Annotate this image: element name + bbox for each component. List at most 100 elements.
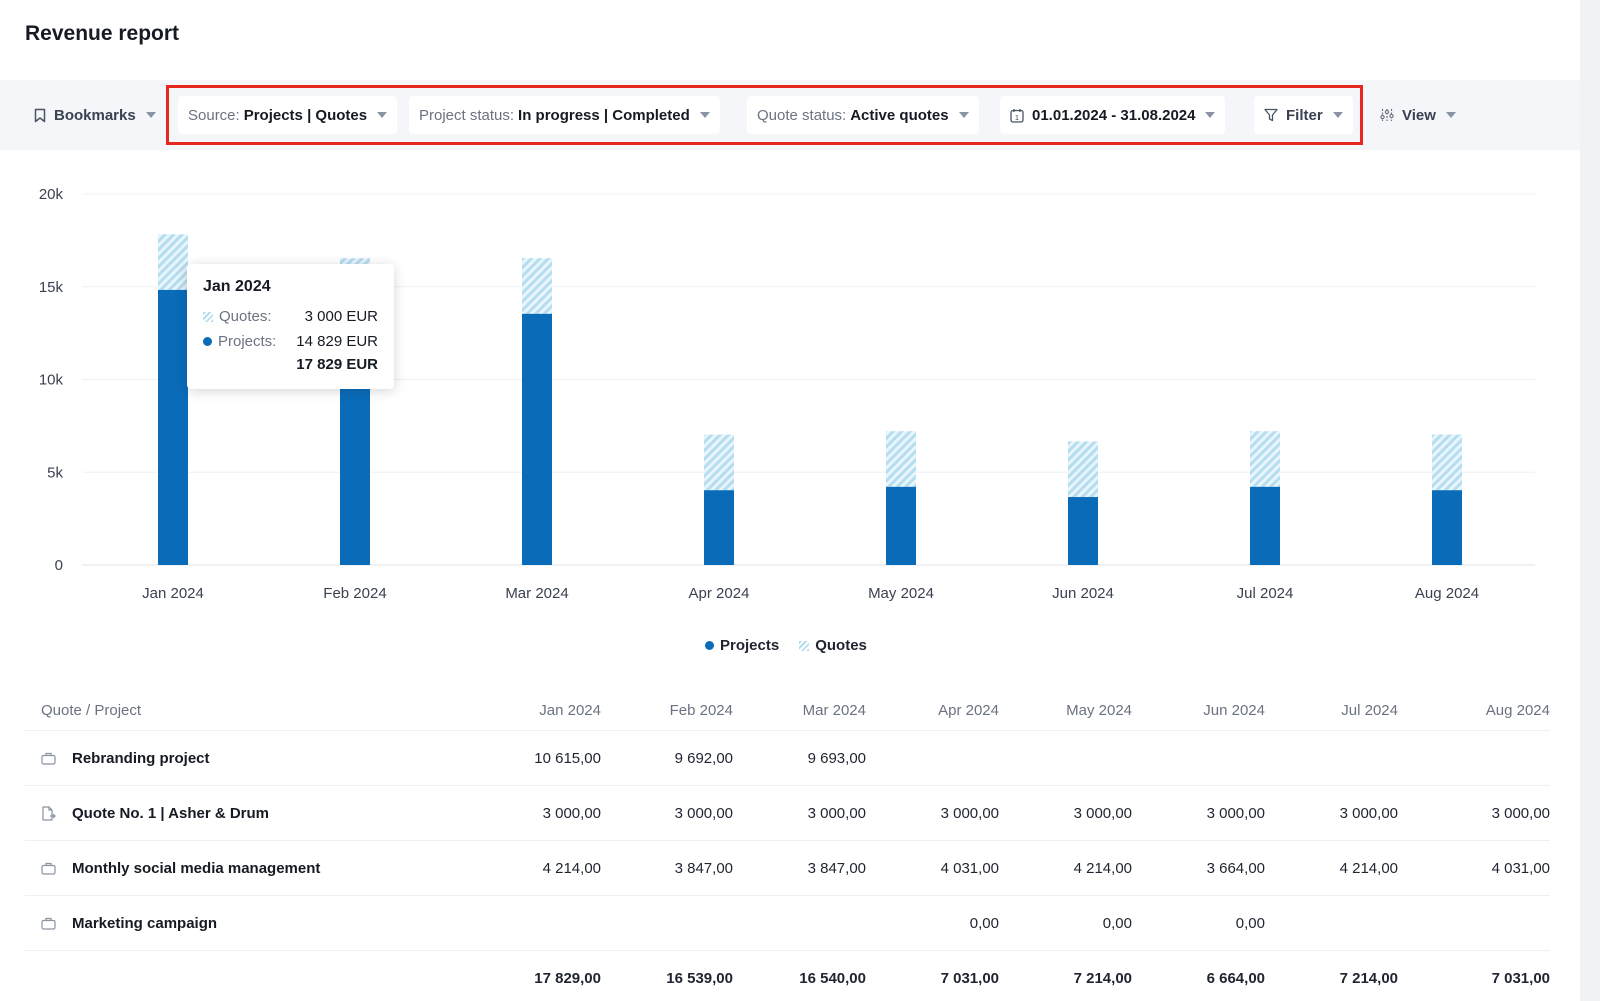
- header-month: May 2024: [1066, 701, 1132, 719]
- quotes-swatch-icon: [799, 640, 810, 651]
- row-name-cell[interactable]: Monthly social media management: [41, 841, 320, 895]
- header-month: Apr 2024: [938, 701, 999, 719]
- tooltip-quotes-value: 3 000 EUR: [304, 308, 378, 325]
- row-value-cell: 3 664,00: [1206, 859, 1265, 877]
- x-tick-label: Apr 2024: [689, 585, 750, 602]
- bar-quotes[interactable]: [522, 258, 552, 314]
- x-tick-label: Jun 2024: [1052, 585, 1114, 602]
- row-value-cell: 4 031,00: [940, 859, 999, 877]
- tooltip-quotes-label: Quotes:: [219, 308, 272, 325]
- row-value-cell: [481, 896, 601, 950]
- bar-projects[interactable]: [704, 490, 734, 565]
- row-value-cell: 9 692,00: [674, 749, 733, 767]
- row-value-cell: 9 693,00: [807, 749, 866, 767]
- header-month: Jul 2024: [1341, 701, 1398, 719]
- tooltip-total: 17 829 EUR: [296, 356, 378, 373]
- bookmark-icon: [34, 108, 46, 123]
- header-month: Jan 2024: [539, 701, 601, 719]
- row-value-cell: 4 214,00: [1073, 859, 1132, 877]
- bar-quotes[interactable]: [158, 234, 188, 290]
- chart-tooltip: Jan 2024 Quotes: 3 000 EUR Projects: 14 …: [187, 264, 394, 389]
- date-range-picker[interactable]: 1 01.01.2024 - 31.08.2024: [1000, 96, 1226, 134]
- view-label: View: [1402, 106, 1436, 124]
- bar-quotes[interactable]: [1432, 434, 1462, 491]
- row-value-cell: 3 000,00: [1339, 804, 1398, 822]
- header-month: Feb 2024: [669, 701, 733, 719]
- bar-projects[interactable]: [522, 313, 552, 565]
- row-value-cell: [1430, 896, 1550, 950]
- total-value-cell: 17 829,00: [534, 969, 601, 987]
- legend-item-projects[interactable]: Projects: [705, 637, 779, 654]
- chevron-down-icon: [145, 112, 156, 118]
- filter-label: Filter: [1286, 106, 1323, 124]
- bar-projects[interactable]: [886, 486, 916, 565]
- y-tick-label: 15k: [39, 279, 64, 296]
- bar-projects[interactable]: [158, 289, 188, 565]
- row-value-cell: 3 000,00: [674, 804, 733, 822]
- row-name-cell[interactable]: Rebranding project: [41, 731, 210, 785]
- y-tick-label: 0: [55, 557, 63, 574]
- quotes-swatch-icon: [203, 311, 213, 322]
- row-value-cell: 10 615,00: [534, 749, 601, 767]
- table-row[interactable]: Monthly social media management 4 214,00 3…: [25, 840, 1550, 895]
- x-tick-label: Jan 2024: [142, 585, 204, 602]
- row-value-cell: 0,00: [1102, 914, 1132, 932]
- x-tick-label: Feb 2024: [323, 585, 386, 602]
- revenue-bar-chart: 0 5k 10k 15k 20k Jan 2024 Feb 2024 Mar 2024 Apr …: [39, 186, 1535, 602]
- bookmarks-button[interactable]: Bookmarks: [34, 96, 156, 134]
- x-tick-label: Jul 2024: [1237, 585, 1294, 602]
- row-value-cell: 4 214,00: [542, 859, 601, 877]
- row-value-cell: [746, 896, 866, 950]
- row-value-cell: 3 000,00: [1491, 804, 1550, 822]
- table-row[interactable]: Quote No. 1 | Asher & Drum 3 000,00 3 000,…: [25, 785, 1550, 840]
- project-status-filter-chip[interactable]: Project status: In progress | Completed: [409, 96, 720, 134]
- bar-quotes[interactable]: [1068, 441, 1098, 498]
- row-value-cell: 3 000,00: [542, 804, 601, 822]
- date-range-value: 01.01.2024 - 31.08.2024: [1032, 106, 1196, 124]
- x-tick-label: Mar 2024: [505, 585, 568, 602]
- chevron-down-icon: [377, 112, 388, 118]
- row-value-cell: [1145, 731, 1265, 785]
- chevron-down-icon: [1445, 112, 1456, 118]
- row-value-cell: 3 000,00: [1073, 804, 1132, 822]
- x-tick-label: May 2024: [868, 585, 934, 602]
- row-value-cell: 3 847,00: [674, 859, 733, 877]
- legend-item-quotes[interactable]: Quotes: [799, 637, 867, 654]
- table-row[interactable]: Rebranding project 10 615,00 9 692,00 9 693…: [25, 730, 1550, 785]
- table-total-row: 17 829,00 16 539,00 16 540,00 7 031,00 7 214…: [25, 950, 1550, 1001]
- y-tick-label: 5k: [47, 464, 63, 481]
- row-name: Marketing campaign: [72, 914, 218, 932]
- filter-button[interactable]: Filter: [1254, 96, 1353, 134]
- row-value-cell: 3 000,00: [1206, 804, 1265, 822]
- source-filter-chip[interactable]: Source: Projects | Quotes: [178, 96, 398, 134]
- funnel-icon: [1264, 108, 1278, 122]
- bar-quotes[interactable]: [1250, 431, 1280, 487]
- bar-quotes[interactable]: [886, 431, 916, 487]
- row-value-cell: 3 000,00: [940, 804, 999, 822]
- header-month: Jun 2024: [1203, 701, 1265, 719]
- quote-status-filter-chip[interactable]: Quote status: Active quotes: [747, 96, 979, 134]
- quote-status-label: Quote status:: [757, 106, 847, 124]
- row-value-cell: 4 214,00: [1339, 859, 1398, 877]
- row-value-cell: [1430, 731, 1550, 785]
- tooltip-projects-value: 14 829 EUR: [296, 333, 378, 350]
- view-button[interactable]: View: [1380, 96, 1456, 134]
- bar-projects[interactable]: [1432, 490, 1462, 565]
- row-value-cell: 4 031,00: [1491, 859, 1550, 877]
- total-value-cell: 7 031,00: [1491, 969, 1550, 987]
- bar-projects[interactable]: [1068, 497, 1098, 565]
- quote-status-value: Active quotes: [850, 106, 949, 124]
- chart-legend: Projects Quotes: [705, 637, 887, 654]
- row-value-cell: 0,00: [1235, 914, 1265, 932]
- briefcase-icon: [41, 917, 56, 930]
- tooltip-projects-row: Projects: 14 829 EUR: [203, 329, 378, 354]
- bar-quotes[interactable]: [704, 434, 734, 491]
- columns-settings-icon: [1380, 108, 1394, 122]
- table-row[interactable]: Marketing campaign 0,00 0,00 0,00: [25, 895, 1550, 950]
- row-name-cell[interactable]: Marketing campaign: [41, 896, 217, 950]
- bar-projects[interactable]: [1250, 486, 1280, 565]
- bookmarks-label: Bookmarks: [54, 106, 136, 124]
- row-name: Monthly social media management: [72, 859, 321, 877]
- row-name-cell[interactable]: Quote No. 1 | Asher & Drum: [41, 786, 269, 840]
- project-status-value: In progress | Completed: [518, 106, 690, 124]
